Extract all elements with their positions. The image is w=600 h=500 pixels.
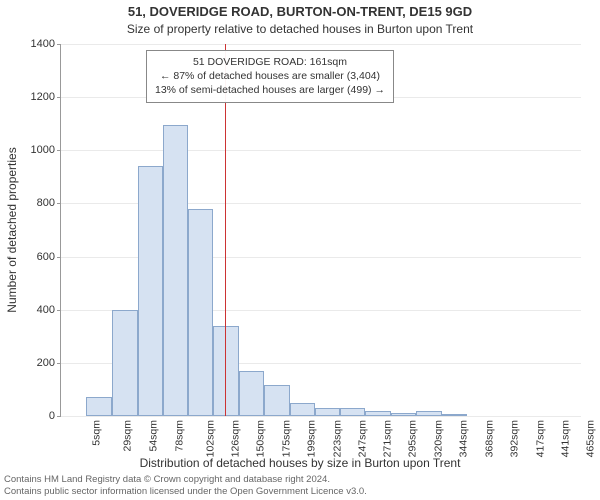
histogram-bar — [290, 403, 315, 416]
footer-line-2: Contains public sector information licen… — [4, 486, 367, 498]
histogram-bar — [264, 385, 289, 416]
histogram-bar — [315, 408, 340, 416]
y-tick-label: 200 — [37, 357, 55, 369]
x-tick-label: 175sqm — [281, 420, 293, 457]
y-tick-label: 1400 — [31, 38, 55, 50]
x-tick-label: 392sqm — [508, 420, 520, 457]
footer-text: Contains HM Land Registry data © Crown c… — [4, 474, 367, 498]
y-tick-label: 400 — [37, 304, 55, 316]
y-tick-mark — [57, 363, 61, 364]
histogram-plot: 02004006008001000120014005sqm29sqm54sqm7… — [60, 44, 581, 417]
y-tick-mark — [57, 257, 61, 258]
x-tick-label: 247sqm — [356, 420, 368, 457]
x-tick-label: 441sqm — [559, 420, 571, 457]
histogram-bar — [112, 310, 137, 416]
histogram-bar — [340, 408, 365, 416]
y-axis-label: Number of detached properties — [5, 147, 19, 312]
y-tick-label: 1200 — [31, 91, 55, 103]
annotation-line: ← 87% of detached houses are smaller (3,… — [155, 69, 385, 83]
histogram-bar — [163, 125, 188, 416]
y-tick-label: 1000 — [31, 144, 55, 156]
gridline — [61, 416, 581, 417]
page-title: 51, DOVERIDGE ROAD, BURTON-ON-TRENT, DE1… — [0, 4, 600, 19]
histogram-bar — [86, 397, 112, 416]
histogram-bar — [239, 371, 264, 416]
gridline — [61, 44, 581, 45]
histogram-bar — [391, 413, 416, 416]
x-tick-label: 295sqm — [406, 420, 418, 457]
y-tick-label: 800 — [37, 197, 55, 209]
y-tick-label: 600 — [37, 251, 55, 263]
y-tick-label: 0 — [49, 410, 55, 422]
y-tick-mark — [57, 44, 61, 45]
footer-line-1: Contains HM Land Registry data © Crown c… — [4, 474, 367, 486]
x-tick-label: 199sqm — [306, 420, 318, 457]
x-tick-label: 223sqm — [331, 420, 343, 457]
chart-container: 51, DOVERIDGE ROAD, BURTON-ON-TRENT, DE1… — [0, 0, 600, 500]
x-tick-label: 320sqm — [433, 420, 445, 457]
x-tick-label: 465sqm — [585, 420, 597, 457]
x-tick-label: 417sqm — [534, 420, 546, 457]
x-axis-label: Distribution of detached houses by size … — [0, 456, 600, 470]
annotation-line: 13% of semi-detached houses are larger (… — [155, 83, 385, 97]
x-tick-label: 368sqm — [483, 420, 495, 457]
y-tick-mark — [57, 203, 61, 204]
x-tick-label: 150sqm — [254, 420, 266, 457]
histogram-bar — [188, 209, 213, 416]
x-tick-label: 78sqm — [173, 420, 185, 452]
histogram-bar — [416, 411, 441, 416]
x-tick-label: 5sqm — [91, 420, 103, 446]
x-tick-label: 344sqm — [458, 420, 470, 457]
annotation-box: 51 DOVERIDGE ROAD: 161sqm← 87% of detach… — [146, 50, 394, 103]
x-tick-label: 102sqm — [204, 420, 216, 457]
y-tick-mark — [57, 150, 61, 151]
histogram-bar — [213, 326, 239, 416]
annotation-line: 51 DOVERIDGE ROAD: 161sqm — [155, 55, 385, 69]
histogram-bar — [365, 411, 391, 416]
x-tick-label: 29sqm — [122, 420, 134, 452]
page-subtitle: Size of property relative to detached ho… — [0, 22, 600, 36]
x-tick-label: 271sqm — [381, 420, 393, 457]
x-tick-label: 54sqm — [148, 420, 160, 452]
histogram-bar — [442, 414, 467, 416]
y-tick-mark — [57, 97, 61, 98]
gridline — [61, 150, 581, 151]
histogram-bar — [138, 166, 163, 416]
y-tick-mark — [57, 310, 61, 311]
x-tick-label: 126sqm — [229, 420, 241, 457]
y-tick-mark — [57, 416, 61, 417]
